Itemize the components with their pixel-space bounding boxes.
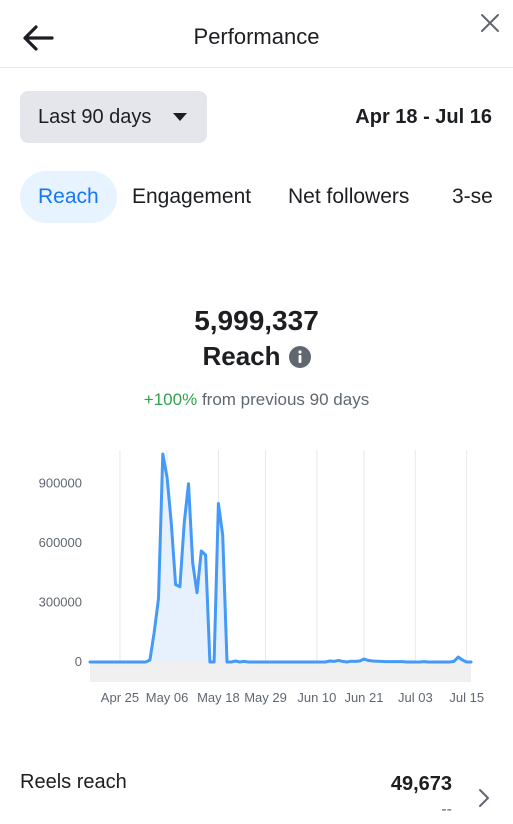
reels-reach-row[interactable]: Reels reach 49,673 -- [0, 755, 513, 824]
chart-x-tick-label: May 06 [146, 690, 189, 705]
date-range-text: Apr 18 - Jul 16 [355, 106, 492, 128]
chart-x-axis-band [90, 662, 471, 682]
chart-x-tick-label: Jul 03 [398, 690, 433, 705]
chart-series-area [90, 454, 471, 662]
tab-net-followers[interactable]: Net followers [288, 185, 410, 208]
chart-x-tick-label: May 18 [197, 690, 240, 705]
close-icon [481, 14, 499, 32]
metric-value: 5,999,337 [194, 305, 319, 336]
change-suffix: from previous 90 days [201, 390, 370, 409]
metric-label: Reach [202, 341, 281, 371]
reels-reach-change: -- [441, 801, 452, 818]
metric-tabs: Reach Engagement Net followers 3-se [20, 171, 513, 223]
chart-x-tick-label: Jun 21 [344, 690, 383, 705]
date-range-dropdown[interactable]: Last 90 days [20, 91, 207, 143]
metric-label-row: Reach [0, 341, 513, 372]
caret-down-icon [173, 113, 187, 121]
tab-engagement[interactable]: Engagement [132, 185, 252, 208]
change-text: +100% from previous 90 days [0, 390, 513, 410]
chart-x-tick-label: Apr 25 [101, 690, 139, 705]
change-percent: +100% [143, 390, 198, 409]
header: Performance [0, 0, 513, 68]
reels-reach-label: Reels reach [20, 771, 127, 793]
tab-3-second-views[interactable]: 3-se [452, 185, 493, 208]
close-button[interactable] [475, 8, 505, 38]
chart-y-tick-label: 900000 [39, 476, 82, 491]
chart-y-tick-label: 0 [75, 654, 82, 669]
chart-x-tick-label: Jul 15 [449, 690, 484, 705]
chart-x-tick-label: Jun 10 [297, 690, 336, 705]
page-title: Performance [193, 24, 320, 49]
arrow-left-icon [23, 25, 54, 51]
chart-y-tick-label: 300000 [39, 595, 82, 610]
chart-y-tick-label: 600000 [39, 535, 82, 550]
chart-x-tick-label: May 29 [244, 690, 287, 705]
chevron-right-icon [479, 789, 489, 807]
reels-reach-value: 49,673 [390, 773, 452, 795]
chart-series-line [88, 452, 473, 664]
info-icon[interactable] [288, 345, 311, 368]
tab-reach[interactable]: Reach [20, 171, 117, 223]
date-range-dropdown-label: Last 90 days [38, 105, 152, 128]
reach-chart: Apr 25 May 06 May 18 May 29 Jun 10 Jun 21 Jul … [39, 450, 484, 705]
back-button[interactable] [18, 20, 58, 56]
